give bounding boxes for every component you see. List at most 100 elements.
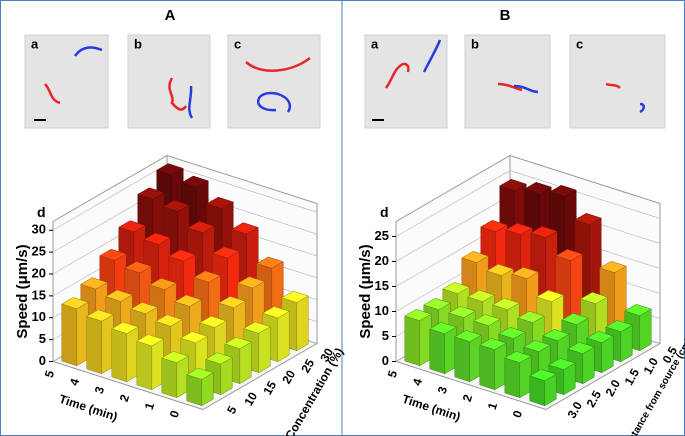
x-axis-label: Time (min) (57, 392, 119, 424)
bar-face (561, 313, 589, 325)
bar-face (574, 213, 602, 225)
bar-face (524, 182, 552, 194)
bar-face (137, 187, 165, 200)
bar-face (174, 294, 202, 307)
trajectory (168, 77, 188, 111)
chart-label: d (380, 204, 389, 220)
bar-face (187, 221, 215, 233)
x-tick-label: 0 (167, 408, 182, 419)
z-tick-label: 10 (32, 309, 46, 324)
bar-face (155, 314, 183, 327)
z-tick-label: 5 (382, 328, 389, 343)
bar-face (111, 321, 139, 334)
bar-face (162, 199, 190, 212)
trajectory (422, 39, 442, 73)
bar-face (239, 341, 252, 385)
z-tick-label: 0 (39, 353, 46, 368)
bar-face (492, 298, 520, 310)
y-tick-label: 1.0 (641, 355, 662, 377)
trajectory (605, 82, 621, 89)
bar-face (486, 264, 514, 276)
bar-face (529, 369, 557, 381)
y-tick-label: 5 (224, 403, 240, 416)
bar-face (126, 326, 139, 383)
bar-face (555, 249, 583, 261)
bar-face (186, 367, 214, 380)
bar-face (599, 261, 627, 273)
image-label: a (371, 36, 379, 51)
y-axis-label: Concentration (%) (282, 345, 346, 436)
bar-face (504, 351, 532, 363)
x-tick-label: 5 (385, 368, 400, 379)
bar-face (523, 340, 551, 352)
z-tick-label: 15 (375, 278, 389, 293)
bar-face (444, 326, 457, 375)
image (24, 34, 109, 129)
bar-face (111, 328, 128, 383)
z-tick-label: 20 (375, 253, 389, 268)
bar-face (76, 301, 89, 367)
bar-face (161, 357, 178, 399)
bar-face (567, 342, 595, 354)
image (569, 34, 666, 129)
bar-face (605, 320, 633, 332)
bar-face (429, 328, 446, 375)
image (364, 34, 448, 129)
y-tick-label: 30 (317, 345, 336, 364)
bar-face (639, 308, 652, 352)
bar-face (519, 355, 532, 399)
x-tick-label: 1 (485, 400, 500, 411)
bar-face (530, 226, 558, 238)
z-tick-label: 15 (32, 287, 46, 302)
trajectory (497, 82, 523, 92)
bar (479, 338, 507, 391)
trajectory (73, 46, 103, 57)
x-axis-label: Time (min) (400, 392, 462, 424)
micrographs: a b c (24, 34, 321, 129)
bar-face (479, 344, 496, 391)
bar (86, 309, 114, 375)
bar-face (181, 175, 209, 188)
bar-face (262, 306, 290, 319)
image-label: c (234, 36, 241, 51)
bar-face (101, 314, 114, 375)
bar-face (580, 292, 608, 304)
y-tick-label: 15 (260, 378, 279, 397)
bar-face (231, 222, 259, 235)
z-tick-label: 5 (39, 331, 46, 346)
bar-face (124, 261, 152, 274)
z-axis-label: Speed (μm/s) (357, 244, 374, 338)
y-tick-label: 3.0 (565, 399, 586, 421)
z-tick-label: 10 (375, 303, 389, 318)
bar-face (461, 251, 489, 263)
bar-face (61, 303, 78, 367)
bar-face (473, 314, 501, 326)
bar-face (212, 246, 240, 259)
image-label: b (134, 36, 142, 51)
bar-face (423, 298, 451, 310)
bar-face (429, 322, 457, 334)
bar-face (243, 321, 271, 334)
z-tick-label: 20 (32, 265, 46, 280)
bar-face (419, 313, 432, 367)
micrographs: a b c (364, 34, 666, 129)
bar (186, 367, 214, 407)
trajectory (44, 83, 61, 105)
bar (61, 297, 89, 367)
z-tick-label: 30 (32, 222, 46, 237)
bar-face (296, 295, 309, 352)
z-tick-label: 25 (32, 244, 46, 259)
bar-face (258, 326, 271, 374)
trajectory (256, 91, 292, 113)
bar-face (448, 306, 476, 318)
chart-label: d (37, 204, 46, 220)
bar (136, 334, 164, 391)
bar (161, 351, 189, 399)
z-tick-label: 0 (382, 353, 389, 368)
bar-face (499, 179, 527, 191)
x-tick-label: 4 (410, 376, 425, 387)
bar (454, 330, 482, 383)
bar-face (186, 374, 203, 407)
bar-face (494, 342, 507, 391)
